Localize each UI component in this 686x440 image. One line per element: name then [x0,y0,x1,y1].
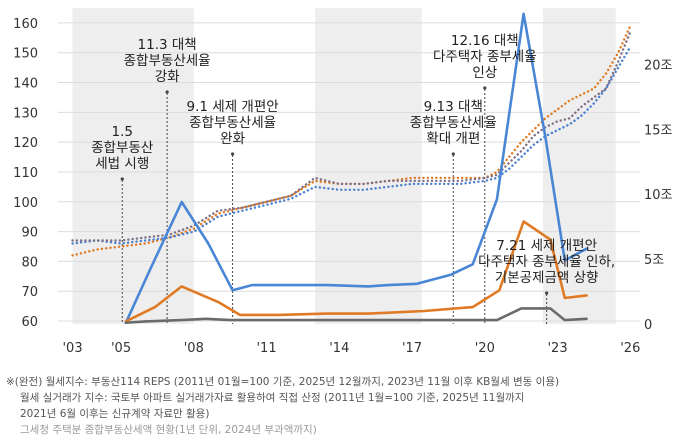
annotation-1: 11.3 대책 종합부동산세율 강화 [124,37,211,85]
annotation-line: 9.13 대책 [424,99,483,115]
annotation-dot-0 [120,177,124,181]
annotation-line: 종합부동산 [91,140,153,156]
annotation-line: 종합부동산세율 [189,115,276,131]
x-tick-label: '05 [111,341,131,356]
left-tick-label: 160 [13,17,38,32]
x-tick-label: '11 [256,341,276,356]
footnote-monthly-rent-index: ※(완전) 월세지수: 부동산114 REPS (2011년 01월=100 기… [6,376,560,388]
shaded-period-2 [543,8,616,324]
annotation-line: 11.3 대책 [138,37,197,53]
series-gray-dotted [71,30,632,242]
x-tick-label: '14 [329,341,349,356]
footnote-tax-source: 그세청 주택분 종합부동산세액 현황(1년 단위, 2024년 부과액까지) [20,424,317,436]
right-axis: 0 5조 10조 15조 20조 [644,58,673,333]
right-tick-label: 10조 [644,188,673,203]
series-gray-line [124,307,588,325]
left-tick-label: 60 [21,315,38,330]
right-tick-label: 20조 [644,58,673,73]
shaded-periods [72,8,616,324]
series-orange-dotted [71,24,632,257]
annotation-line: 다주택자 종부세율 인하, [478,254,615,270]
right-tick-label: 0 [644,318,652,333]
annotation-dot-1 [165,90,169,94]
shaded-period-1 [315,8,422,324]
series-orange-line [124,220,588,323]
annotation-line: 인상 [472,65,497,81]
annotation-5: 7.21 세제 개편안 다주택자 종부세율 인하, 기본공제금액 상향 [478,238,615,286]
right-tick-label: 15조 [644,123,673,138]
left-tick-label: 90 [21,226,38,241]
x-tick-label: '23 [547,341,567,356]
annotation-dot-3 [451,152,455,156]
left-tick-label: 140 [13,77,38,92]
annotation-line: 세법 시행 [95,156,149,172]
annotation-dot-4 [483,86,487,90]
footnote-rent-transaction-index-cont: 2021년 6월 이후는 신규계약 자료만 활용) [20,408,210,420]
right-tick-label: 5조 [644,253,664,268]
annotation-line: 1.5 [112,124,133,140]
footnote-rent-transaction-index: 월세 실거래가 지수: 국토부 아파트 실거래가자료 활용하여 직접 산정 (2… [20,392,525,404]
left-tick-label: 80 [21,255,38,270]
annotation-line: 기본공제금액 상향 [495,270,599,286]
x-tick-label: '03 [62,341,82,356]
left-tick-label: 110 [13,166,38,181]
annotation-4: 12.16 대책 다주택자 종부세율 인상 [433,33,537,81]
annotation-line: 확대 개편 [426,131,480,147]
shaded-period-0 [72,8,194,324]
x-tick-label: '26 [620,341,640,356]
chart: 60 70 80 90 100 110 120 130 140 150 160 0 5조 10조 15조 2… [13,8,673,356]
x-axis: '03 '05 '08 '11 '14 '17 '20 '23 '26 [62,341,640,356]
annotation-3: 9.13 대책 종합부동산세율 확대 개편 [410,99,497,147]
annotation-line: 9.1 세제 개편안 [187,99,279,115]
annotation-line: 12.16 대책 [451,33,519,49]
annotation-dot-5 [545,291,549,295]
annotation-line: 종합부동산세율 [410,115,497,131]
left-tick-label: 150 [13,47,38,62]
annotation-line: 7.21 세제 개편안 [496,238,597,254]
footnotes: ※(완전) 월세지수: 부동산114 REPS (2011년 01월=100 기… [6,374,682,438]
left-tick-label: 100 [13,196,38,211]
left-tick-label: 130 [13,106,38,121]
x-tick-label: '20 [475,341,495,356]
annotation-line: 완화 [220,131,245,147]
annotation-line: 다주택자 종부세율 [433,49,537,65]
annotation-0: 1.5 종합부동산 세법 시행 [91,124,153,172]
x-tick-label: '17 [402,341,422,356]
series-blue-line [124,12,588,325]
annotation-line: 종합부동산세율 [124,53,211,69]
x-tick-label: '08 [184,341,204,356]
series-blue-dotted [71,45,632,245]
annotation-2: 9.1 세제 개편안 종합부동산세율 완화 [187,99,279,147]
annotation-line: 강화 [155,69,180,85]
left-tick-label: 120 [13,136,38,151]
series-layer [71,12,632,325]
left-axis: 60 70 80 90 100 110 120 130 140 150 160 [13,17,38,330]
annotation-dot-2 [231,152,235,156]
left-tick-label: 70 [21,285,38,300]
